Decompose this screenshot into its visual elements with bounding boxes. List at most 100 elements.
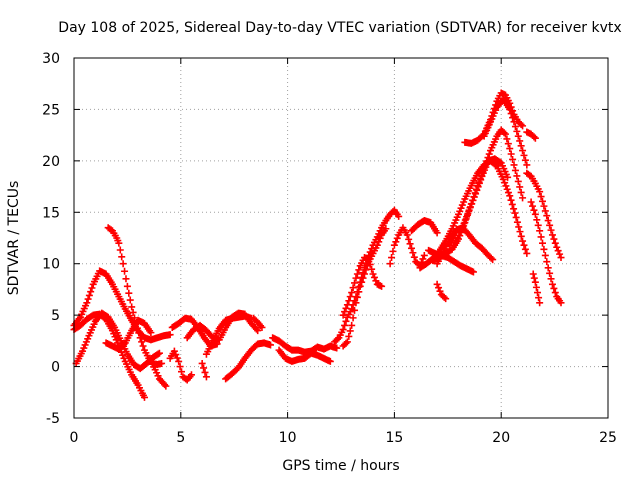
data-point (345, 297, 353, 305)
data-point (198, 359, 206, 367)
y-tick-label: 20 (42, 154, 60, 170)
data-point (85, 291, 93, 299)
data-point (345, 332, 353, 340)
data-point (351, 279, 359, 287)
y-tick-label: 25 (42, 102, 60, 118)
data-point (510, 161, 518, 169)
x-tick-label: 10 (279, 430, 297, 446)
series-track-30 (523, 128, 539, 142)
data-point (538, 239, 546, 247)
data-point (537, 233, 545, 241)
data-point (140, 393, 148, 401)
data-point (520, 151, 528, 159)
data-point (187, 371, 195, 379)
data-point (433, 229, 441, 237)
data-point (355, 288, 363, 296)
series-track-1 (70, 267, 174, 344)
data-point (510, 205, 518, 213)
data-point (504, 189, 512, 197)
data-point (527, 198, 535, 206)
data-point (349, 314, 357, 322)
data-point (172, 351, 180, 359)
chart-title: Day 108 of 2025, Sidereal Day-to-day VTE… (58, 20, 621, 36)
data-point (373, 241, 381, 249)
data-point (543, 258, 551, 266)
data-point (487, 254, 495, 262)
data-point (258, 323, 266, 331)
data-point (389, 247, 397, 255)
data-point (84, 295, 92, 303)
data-point (500, 129, 508, 137)
data-point (516, 137, 524, 145)
data-point (530, 133, 538, 141)
data-point (388, 254, 396, 262)
y-tick-label: 15 (42, 205, 60, 221)
data-point (368, 265, 376, 273)
data-point (557, 299, 565, 307)
data-point (531, 210, 539, 218)
data-point (512, 213, 520, 221)
data-point (514, 177, 522, 185)
data-point (176, 363, 184, 371)
data-point (178, 368, 186, 376)
data-point (550, 235, 558, 243)
series-track-10 (198, 359, 210, 381)
data-point (521, 156, 529, 164)
series-track-31 (523, 169, 565, 262)
data-point (170, 347, 178, 355)
data-point (369, 270, 377, 278)
data-point (519, 237, 527, 245)
data-point (548, 231, 556, 239)
data-point (550, 284, 558, 292)
data-point (538, 197, 546, 205)
data-point (136, 334, 144, 342)
data-point (119, 260, 127, 268)
data-point (118, 253, 126, 261)
y-tick-label: 30 (42, 51, 60, 67)
data-point (390, 241, 398, 249)
data-point (128, 303, 136, 311)
data-point (532, 283, 540, 291)
data-point (139, 342, 147, 350)
data-point (358, 278, 366, 286)
data-point (175, 357, 183, 365)
data-point (541, 251, 549, 259)
data-point (349, 284, 357, 292)
data-point (126, 296, 134, 304)
data-point (535, 294, 543, 302)
data-point (534, 289, 542, 297)
data-point (551, 289, 559, 297)
data-point (132, 319, 140, 327)
series-track-32 (527, 198, 565, 307)
data-point (339, 326, 347, 334)
data-point (466, 203, 474, 211)
series-track-17 (339, 225, 390, 350)
data-point (405, 235, 413, 243)
data-point (554, 247, 562, 255)
series-track-20 (407, 217, 441, 237)
data-point (366, 260, 374, 268)
x-axis-title: GPS time / hours (282, 458, 399, 474)
data-point (521, 245, 529, 253)
series-track-24 (433, 224, 497, 268)
data-point (465, 206, 473, 214)
data-point (517, 121, 525, 129)
data-point (267, 341, 275, 349)
data-point (252, 325, 260, 333)
data-point (348, 321, 356, 329)
data-point (537, 193, 545, 201)
data-point (88, 284, 96, 292)
data-point (543, 212, 551, 220)
y-tick-label: 0 (51, 360, 60, 376)
series-track-4 (102, 316, 155, 353)
data-point (510, 118, 518, 126)
data-point (346, 293, 354, 301)
data-point (342, 317, 350, 325)
data-point (531, 278, 539, 286)
data-point (475, 179, 483, 187)
data-point (419, 255, 427, 263)
series-track-13 (249, 314, 266, 331)
data-point (530, 274, 538, 282)
data-point (382, 225, 390, 233)
series-track-16 (331, 206, 403, 346)
